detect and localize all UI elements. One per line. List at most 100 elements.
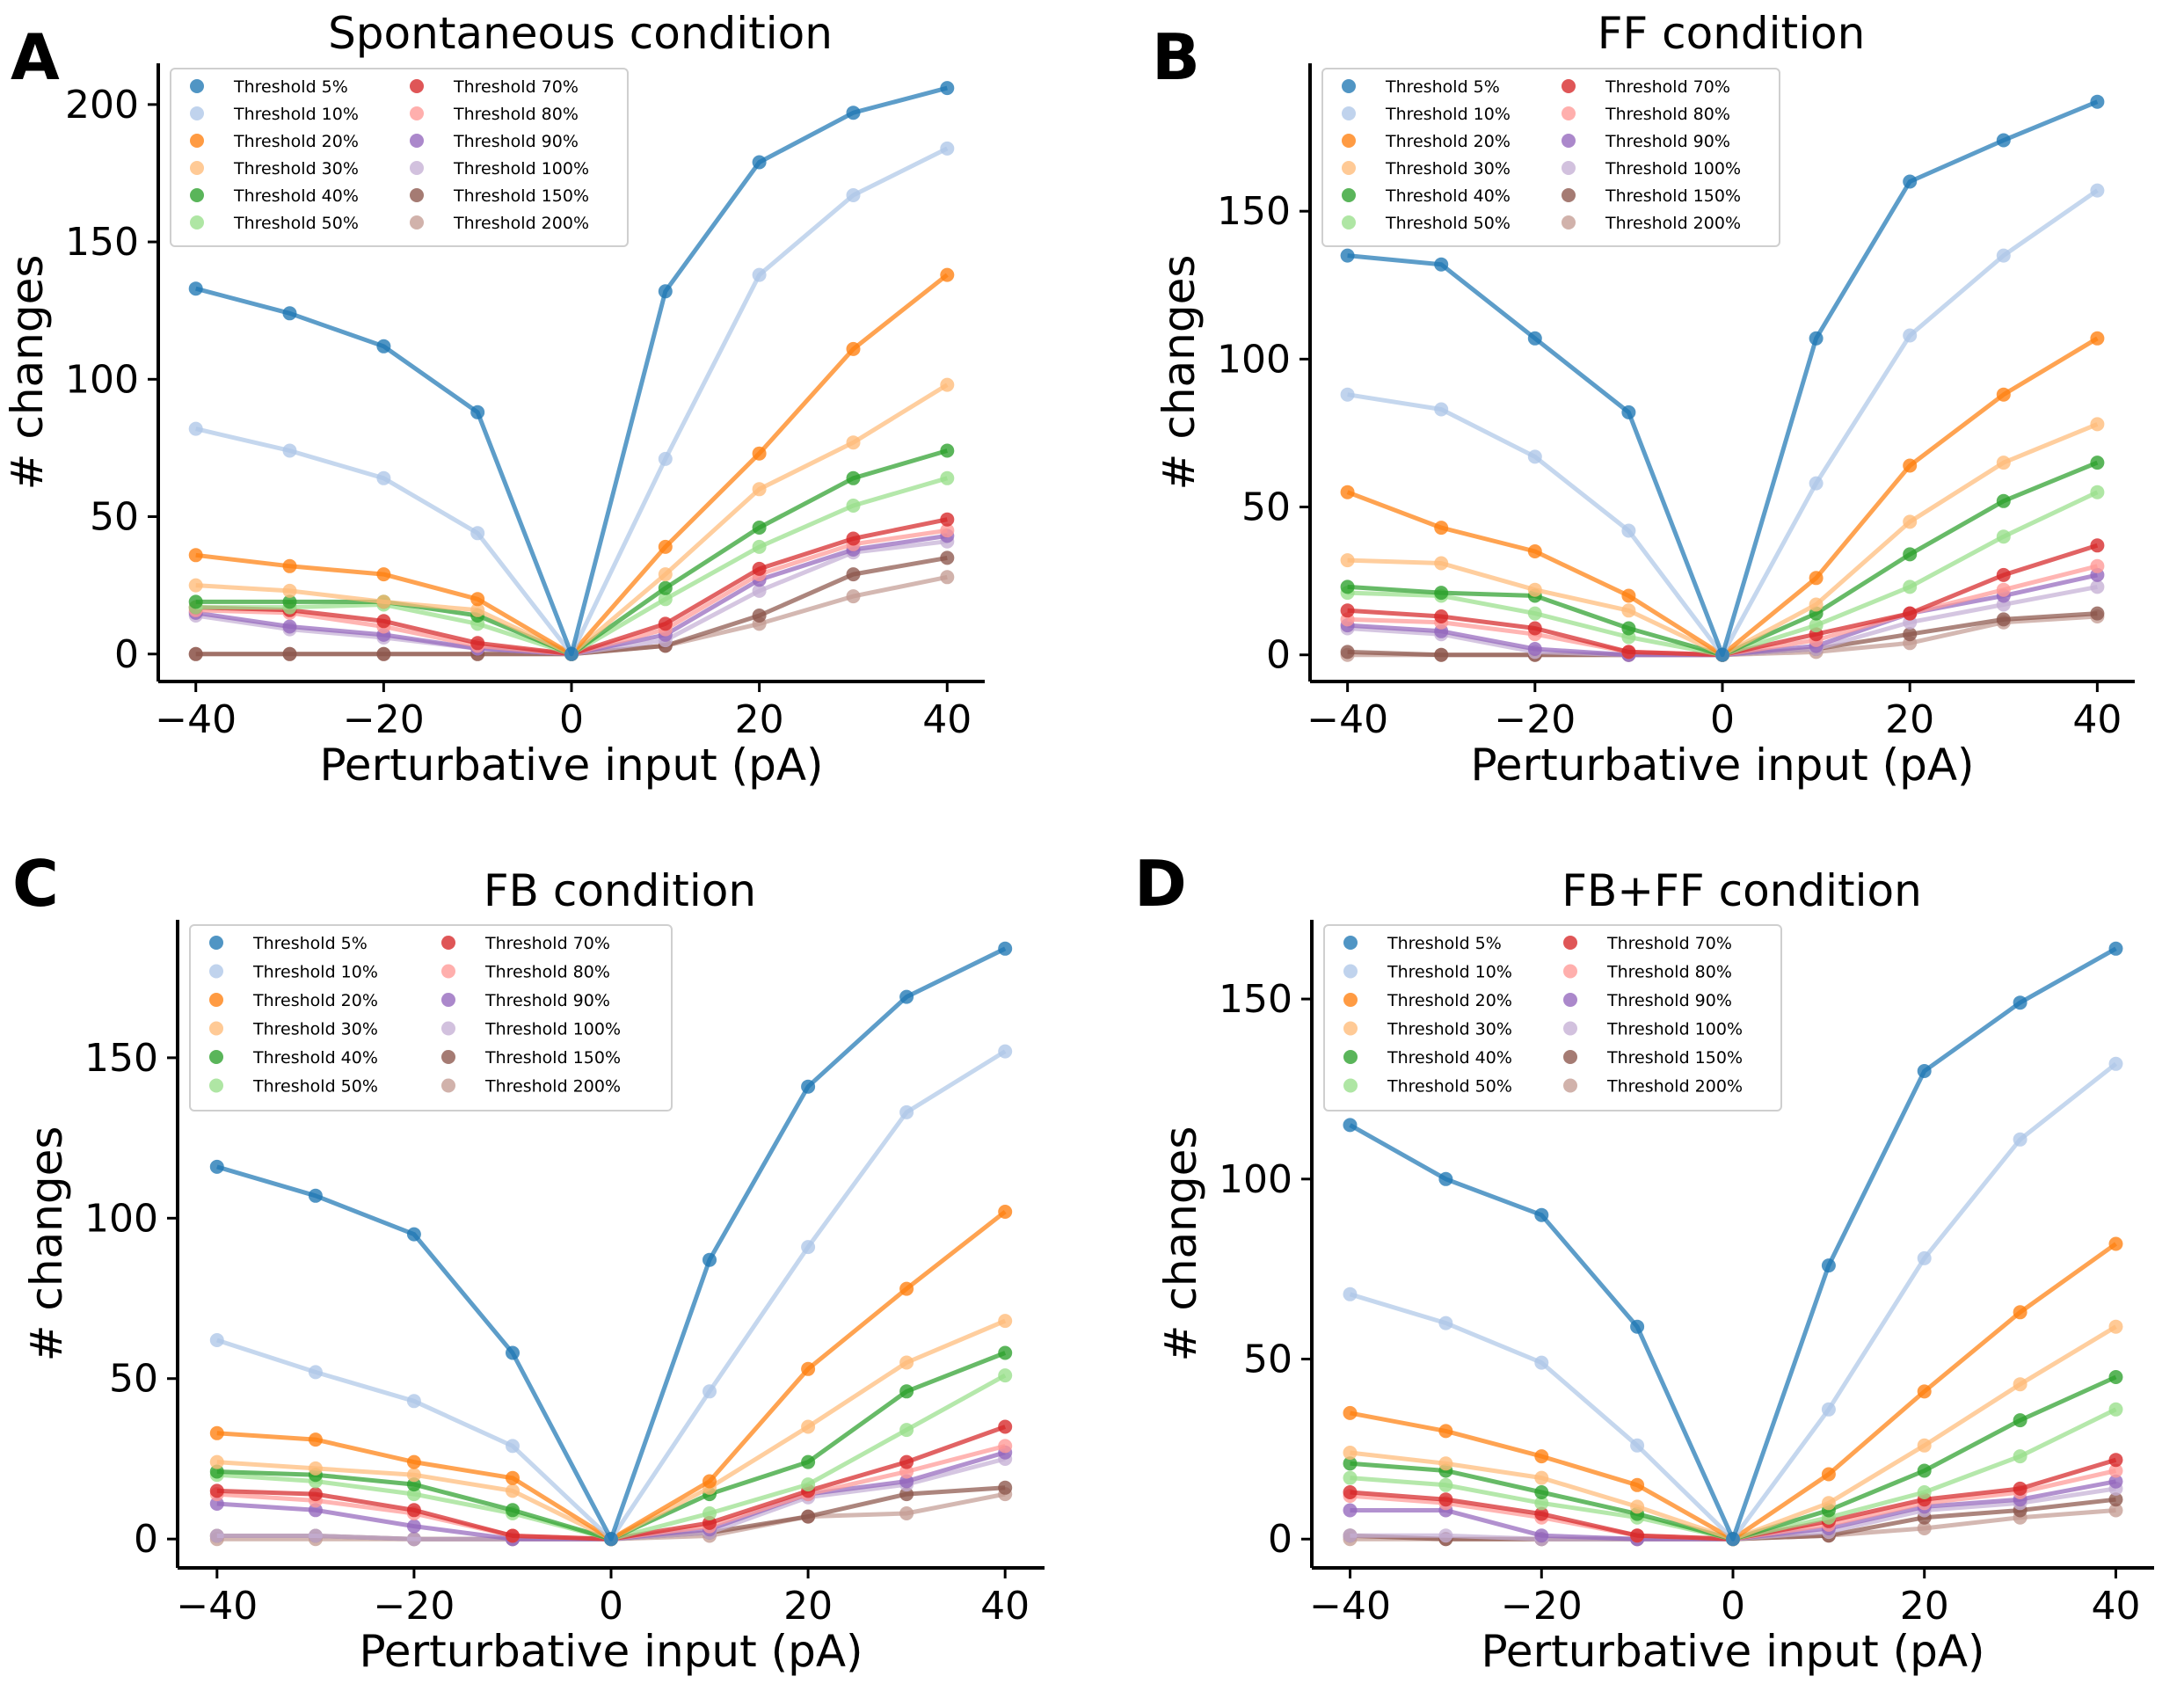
data-point xyxy=(1821,1496,1836,1511)
legend-marker xyxy=(1562,161,1576,175)
data-point xyxy=(470,602,485,617)
data-point xyxy=(1438,1316,1453,1330)
data-point xyxy=(282,558,297,573)
data-point xyxy=(1996,248,2011,263)
legend-entry: Threshold 80% xyxy=(484,963,610,982)
data-point xyxy=(376,614,391,629)
x-tick-label: −40 xyxy=(155,697,237,742)
data-point xyxy=(752,521,767,535)
legend-entry: Threshold 5% xyxy=(252,934,368,953)
series-threshold-5- xyxy=(1343,941,2123,1547)
data-point xyxy=(1996,529,2011,544)
data-point xyxy=(940,377,955,392)
legend-marker xyxy=(441,1078,455,1093)
legend: Threshold 5% Threshold 10% Threshold 20% Th… xyxy=(170,68,629,247)
series-threshold-20- xyxy=(1340,331,2105,662)
legend-entry: Threshold 40% xyxy=(252,1048,378,1068)
data-point xyxy=(2090,538,2105,553)
data-point xyxy=(752,155,767,170)
legend-entry: Threshold 5% xyxy=(1387,934,1502,953)
data-point xyxy=(940,141,955,156)
data-point xyxy=(2108,1492,2123,1507)
data-point xyxy=(188,594,203,609)
series-line xyxy=(195,273,949,657)
series-threshold-40- xyxy=(1340,456,2105,662)
legend-entry: Threshold 50% xyxy=(1385,214,1511,233)
legend-marker xyxy=(190,215,204,230)
y-axis-label: # changes xyxy=(1154,255,1205,491)
legend-entry: Threshold 10% xyxy=(233,105,359,124)
data-point xyxy=(846,499,861,513)
legend-marker xyxy=(1562,79,1576,93)
data-point xyxy=(506,1503,520,1518)
data-point xyxy=(2090,579,2105,594)
data-point xyxy=(940,570,955,585)
data-point xyxy=(604,1532,618,1547)
legend-entry: Threshold 10% xyxy=(1385,105,1511,124)
x-axis-label: Perturbative input (pA) xyxy=(1470,740,1974,791)
data-point xyxy=(801,1361,816,1376)
legend-entry: Threshold 80% xyxy=(1605,105,1730,124)
data-point xyxy=(998,941,1013,956)
data-point xyxy=(188,646,203,661)
data-point xyxy=(998,1439,1013,1454)
data-point xyxy=(1340,387,1355,402)
data-point xyxy=(1343,1456,1358,1471)
x-tick-label: 40 xyxy=(2072,697,2122,742)
data-point xyxy=(564,646,579,661)
data-point xyxy=(899,989,914,1004)
data-point xyxy=(308,1487,323,1502)
legend-entry: Threshold 150% xyxy=(453,186,589,206)
data-point xyxy=(703,1474,717,1489)
legend-entry: Threshold 70% xyxy=(1606,934,1732,953)
legend-marker xyxy=(209,1078,223,1093)
legend-frame xyxy=(189,924,673,1112)
data-point xyxy=(1903,547,1918,562)
legend-marker xyxy=(410,161,424,175)
data-point xyxy=(1903,514,1918,529)
data-point xyxy=(1726,1532,1740,1547)
data-point xyxy=(209,1159,224,1174)
data-point xyxy=(1434,647,1449,662)
data-point xyxy=(1343,1470,1358,1485)
data-point xyxy=(899,1355,914,1370)
x-tick-label: −20 xyxy=(373,1584,455,1629)
legend-marker xyxy=(1342,215,1356,230)
data-point xyxy=(1340,645,1355,660)
panel-letter: C xyxy=(12,847,59,921)
data-point xyxy=(1343,1485,1358,1499)
data-point xyxy=(846,106,861,120)
data-point xyxy=(1534,1355,1549,1370)
data-point xyxy=(801,1477,816,1492)
y-tick-label: 0 xyxy=(1268,1517,1292,1562)
data-point xyxy=(2013,1449,2027,1464)
series-line xyxy=(1347,572,2098,658)
data-point xyxy=(1343,1503,1358,1518)
data-point xyxy=(2090,417,2105,432)
data-point xyxy=(752,446,767,461)
x-tick-label: 0 xyxy=(599,1584,623,1629)
data-point xyxy=(1527,582,1542,597)
legend-marker xyxy=(1342,79,1356,93)
data-point xyxy=(1621,405,1636,419)
data-point xyxy=(1917,1438,1932,1453)
series-line xyxy=(195,539,948,657)
data-point xyxy=(1996,493,2011,508)
data-point xyxy=(1809,571,1824,586)
data-point xyxy=(1438,1456,1453,1471)
data-point xyxy=(1809,476,1824,491)
data-point xyxy=(1903,579,1918,594)
data-point xyxy=(940,81,955,96)
legend-entry: Threshold 40% xyxy=(1385,186,1511,206)
y-tick-label: 100 xyxy=(84,1196,158,1241)
data-point xyxy=(940,443,955,458)
series-threshold-5- xyxy=(1340,94,2105,662)
chart-panel-b: B FF condition −40 −20 0 20 40 0 50 100 150 Perturb… xyxy=(1152,8,2135,791)
data-point xyxy=(2108,1056,2123,1071)
data-point xyxy=(658,539,673,554)
data-point xyxy=(752,539,767,554)
legend-frame xyxy=(1323,924,1782,1112)
data-point xyxy=(1630,1499,1645,1514)
series-line xyxy=(1347,188,2099,658)
data-point xyxy=(2090,183,2105,198)
